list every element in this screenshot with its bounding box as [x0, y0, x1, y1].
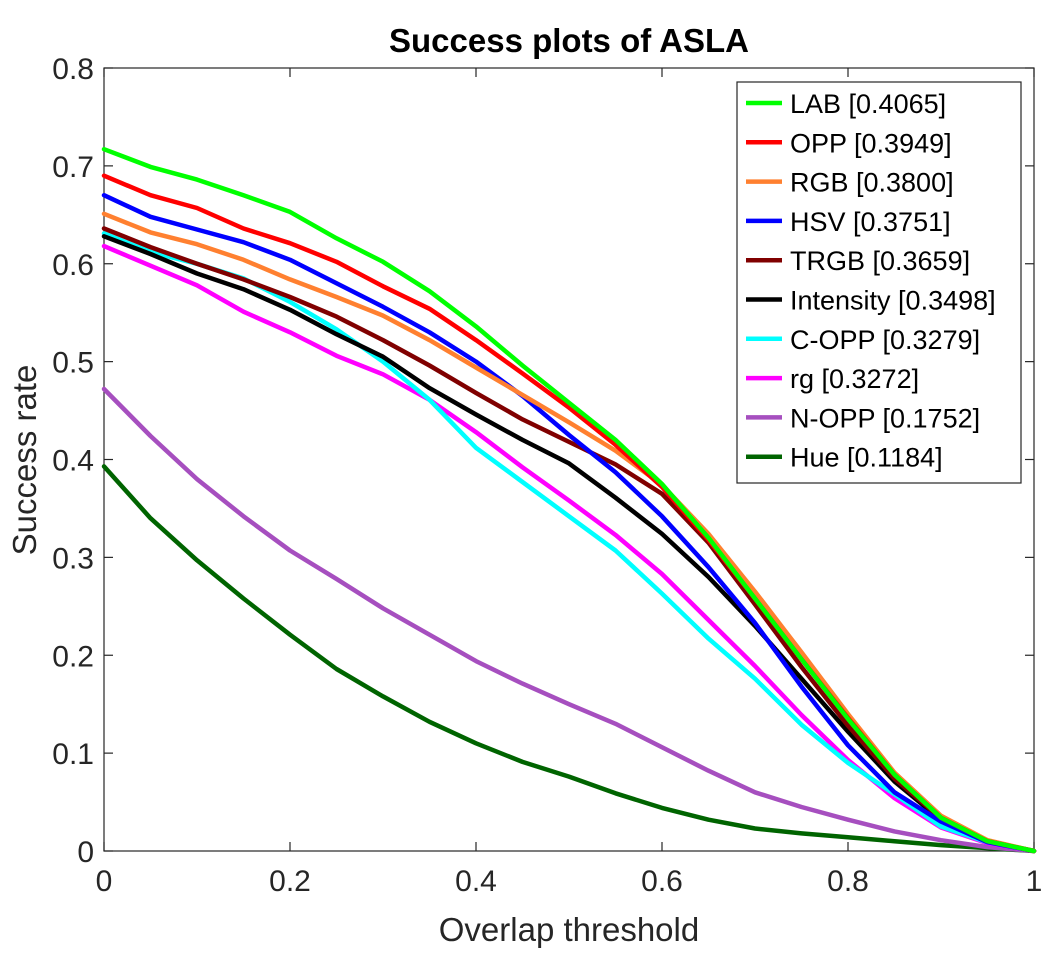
y-tick-label: 0.8 — [52, 53, 94, 86]
y-tick-label: 0.1 — [52, 738, 94, 771]
y-tick-label: 0.5 — [52, 347, 94, 380]
plot-area: 0 0.2 0.4 0.6 0.8 1 0 0.1 0.2 0.3 0.4 0.5 0.6 0.7 0.8 L… — [52, 53, 1042, 898]
series-line-8 — [101, 386, 1037, 854]
series-line-9 — [101, 464, 1037, 854]
legend-box — [736, 81, 1022, 484]
legend-label: TRGB [0.3659] — [790, 246, 970, 276]
x-tick-label: 0.6 — [641, 865, 683, 898]
legend-label: Hue [0.1184] — [790, 443, 943, 473]
y-tick-label: 0.4 — [52, 445, 94, 478]
y-tick-label: 0.3 — [52, 542, 94, 575]
x-tick-label: 0.8 — [827, 865, 869, 898]
series-line-3 — [101, 192, 1037, 854]
legend-label: N-OPP [0.1752] — [790, 403, 980, 433]
chart-title: Success plots of ASLA — [389, 22, 749, 59]
y-tick-label: 0 — [77, 836, 94, 869]
y-tick-label: 0.7 — [52, 151, 94, 184]
legend-label: LAB [0.4065] — [790, 89, 946, 119]
legend-label: RGB [0.3800] — [790, 168, 954, 198]
legend-label: Intensity [0.3498] — [790, 286, 996, 316]
series-line-5 — [101, 234, 1037, 854]
y-axis-label: Success rate — [6, 365, 43, 556]
x-tick-label: 0 — [96, 865, 113, 898]
series-line-0 — [101, 146, 1037, 854]
legend-label: C-OPP [0.3279] — [790, 325, 980, 355]
legend-label: rg [0.3272] — [790, 364, 919, 394]
y-tick-label: 0.6 — [52, 249, 94, 282]
legend-label: HSV [0.3751] — [790, 207, 951, 237]
series-line-4 — [101, 226, 1037, 854]
x-tick-label: 0.4 — [455, 865, 497, 898]
x-axis-label: Overlap threshold — [439, 911, 699, 948]
x-tick-label: 0.2 — [269, 865, 311, 898]
legend-label: OPP [0.3949] — [790, 128, 952, 158]
y-tick-label: 0.2 — [52, 640, 94, 673]
x-tick-label: 1 — [1026, 865, 1043, 898]
